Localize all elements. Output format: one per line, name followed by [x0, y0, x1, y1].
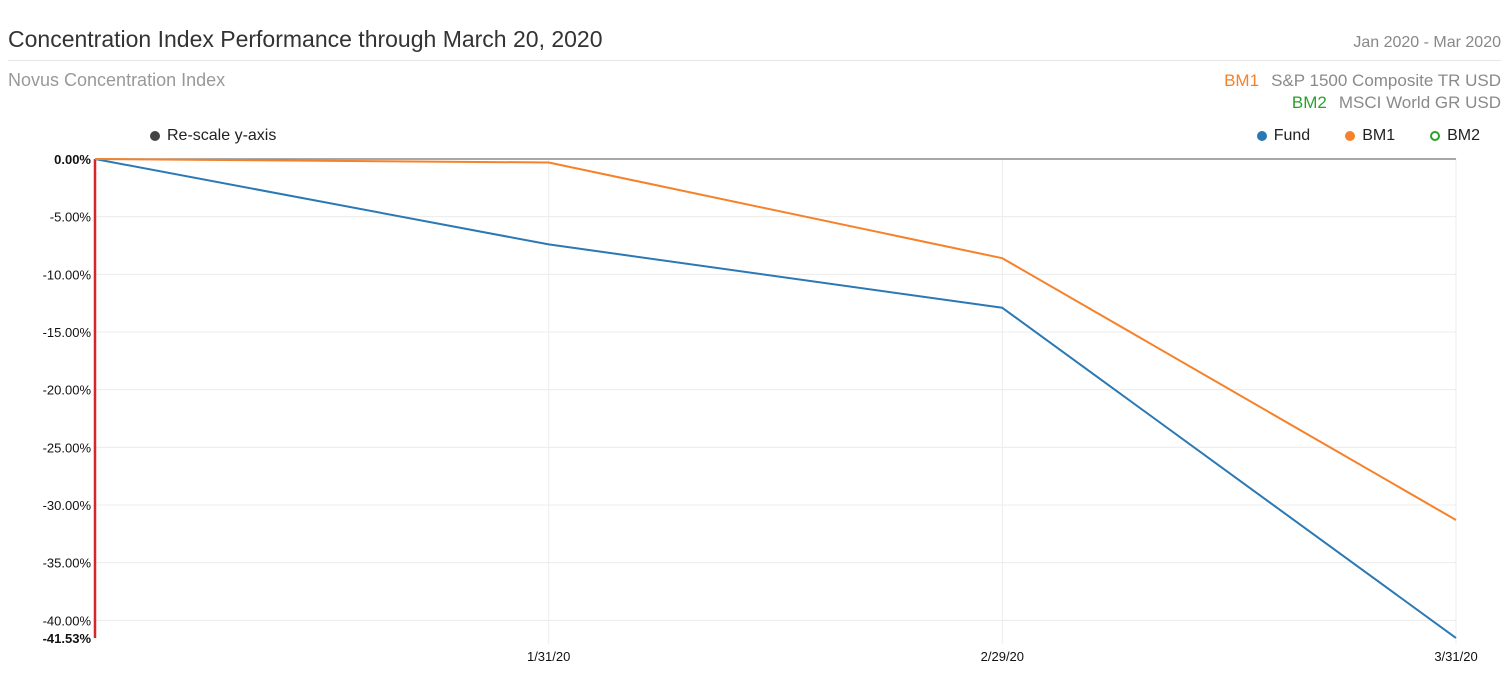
y-tick-label: -41.53% — [43, 631, 92, 646]
legend-marker-icon — [1345, 131, 1356, 141]
benchmark-code: BM1 — [1224, 71, 1260, 90]
benchmark-row-bm2: BM2 MSCI World GR USD — [1224, 92, 1501, 114]
x-tick-label: 3/31/20 — [1434, 649, 1477, 664]
y-tick-label: -35.00% — [43, 556, 92, 571]
y-tick-label: -15.00% — [43, 325, 92, 340]
rescale-dot-icon — [150, 131, 160, 141]
legend-item-bm2[interactable]: BM2 — [1430, 127, 1480, 145]
y-tick-label: -25.00% — [43, 440, 92, 455]
chart-title: Concentration Index Performance through … — [8, 26, 603, 52]
benchmark-row-bm1: BM1 S&P 1500 Composite TR USD — [1224, 70, 1501, 92]
y-tick-label: 0.00% — [54, 152, 91, 167]
fund-subtitle: Novus Concentration Index — [8, 70, 226, 90]
legend-label: BM2 — [1447, 127, 1480, 144]
legend-label: BM1 — [1362, 127, 1396, 144]
legend-marker-icon — [1256, 131, 1267, 141]
x-tick-label: 2/29/20 — [981, 649, 1024, 664]
header-divider — [8, 60, 1501, 61]
legend-label: Fund — [1273, 127, 1311, 144]
rescale-y-axis-toggle[interactable]: Re-scale y-axis — [150, 127, 276, 145]
y-tick-label: -30.00% — [43, 498, 92, 513]
y-tick-label: -5.00% — [50, 210, 92, 225]
benchmark-name: S&P 1500 Composite TR USD — [1271, 71, 1501, 90]
y-tick-label: -10.00% — [43, 267, 92, 282]
benchmark-name: MSCI World GR USD — [1338, 93, 1501, 112]
chart-legend: Fund BM1 BM2 — [1222, 127, 1480, 145]
benchmark-list: BM1 S&P 1500 Composite TR USD BM2 MSCI W… — [1224, 70, 1501, 114]
y-tick-label: -20.00% — [43, 383, 92, 398]
series-line-bm1 — [94, 158, 1457, 521]
series-line-fund — [94, 158, 1457, 639]
x-tick-label: 1/31/20 — [527, 649, 570, 664]
benchmark-code: BM2 — [1291, 93, 1327, 112]
date-range: Jan 2020 - Mar 2020 — [1353, 34, 1501, 51]
y-tick-label: -40.00% — [43, 613, 92, 628]
rescale-label: Re-scale y-axis — [167, 127, 277, 144]
legend-item-fund[interactable]: Fund — [1256, 127, 1311, 145]
legend-marker-icon — [1430, 131, 1441, 141]
legend-item-bm1[interactable]: BM1 — [1345, 127, 1395, 145]
